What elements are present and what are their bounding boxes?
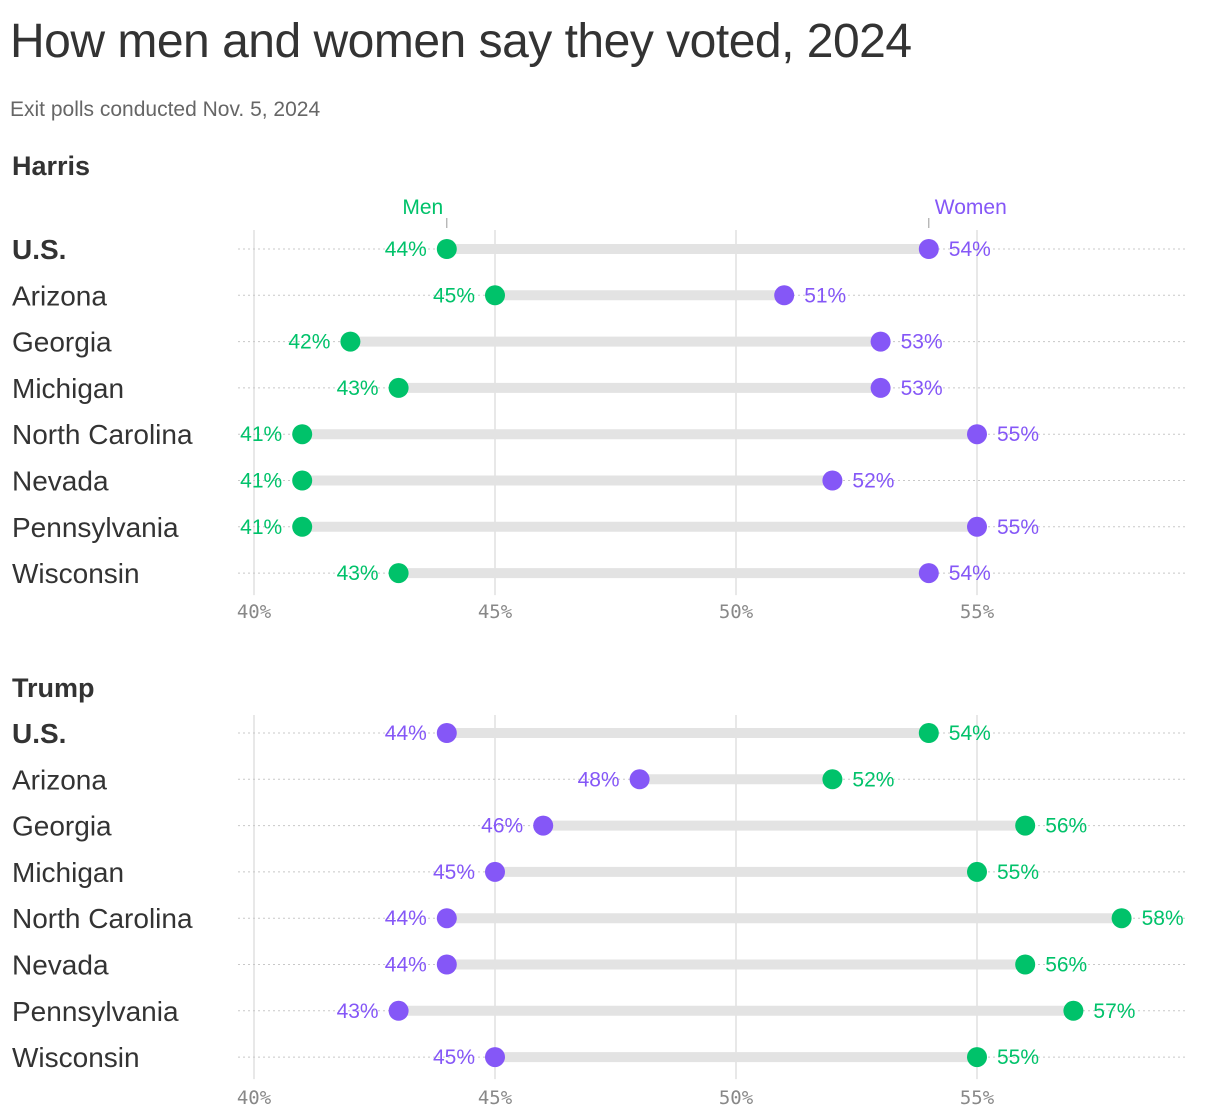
women-dot <box>436 723 457 743</box>
state-label: Georgia <box>12 811 112 842</box>
women-value-label: 45% <box>433 861 475 884</box>
women-value-label: 54% <box>949 238 991 261</box>
women-value-label: 48% <box>578 768 620 791</box>
men-value-label: 56% <box>1045 954 1087 977</box>
state-label: U.S. <box>12 234 66 265</box>
men-dot <box>822 769 843 790</box>
men-dot <box>292 470 313 491</box>
women-dot <box>822 470 843 491</box>
state-label: Michigan <box>12 857 124 888</box>
women-dot <box>485 861 505 882</box>
men-value-label: 41% <box>240 470 282 493</box>
men-value-label: 45% <box>433 284 475 307</box>
women-value-label: 45% <box>433 1046 475 1069</box>
women-value-label: 43% <box>337 1000 379 1023</box>
men-value-label: 55% <box>997 1046 1039 1069</box>
men-dot <box>340 331 361 352</box>
x-tick-label: 40% <box>237 601 272 623</box>
women-dot <box>629 769 650 790</box>
state-label: Nevada <box>12 950 109 981</box>
women-dot <box>533 815 554 836</box>
women-dot <box>918 239 939 259</box>
men-dot <box>292 516 313 537</box>
women-dot <box>388 1000 409 1021</box>
x-tick-label: 55% <box>960 601 995 623</box>
men-dot <box>967 861 987 882</box>
women-value-label: 51% <box>804 284 846 307</box>
state-label: Arizona <box>12 764 107 795</box>
women-dot <box>918 563 939 584</box>
men-dot <box>388 377 409 398</box>
state-label: Pennsylvania <box>12 512 179 543</box>
panel-title: Harris <box>12 151 90 181</box>
women-dot <box>436 908 457 929</box>
women-value-label: 46% <box>481 815 523 838</box>
women-dot <box>436 954 457 975</box>
women-dot <box>485 1047 505 1068</box>
x-tick-label: 45% <box>478 1087 513 1109</box>
state-label: U.S. <box>12 718 66 749</box>
men-value-label: 57% <box>1093 1000 1135 1023</box>
men-value-label: 56% <box>1045 815 1087 838</box>
women-value-label: 44% <box>385 907 427 930</box>
x-tick-label: 45% <box>478 601 513 623</box>
state-label: Georgia <box>12 327 112 358</box>
men-dot <box>967 1047 987 1068</box>
x-tick-label: 50% <box>719 601 754 623</box>
women-value-label: 52% <box>852 470 894 493</box>
legend-men: Men <box>402 196 443 219</box>
men-value-label: 58% <box>1142 907 1184 930</box>
men-value-label: 41% <box>240 423 282 446</box>
men-dot <box>1111 908 1132 929</box>
men-value-label: 41% <box>240 516 282 539</box>
men-dot <box>1063 1000 1084 1021</box>
women-value-label: 53% <box>901 331 943 354</box>
men-dot <box>436 239 457 259</box>
state-label: Nevada <box>12 466 109 497</box>
men-dot <box>485 285 505 306</box>
state-label: North Carolina <box>12 903 193 934</box>
women-value-label: 44% <box>385 722 427 745</box>
men-value-label: 43% <box>337 377 379 400</box>
legend-women: Women <box>935 196 1007 219</box>
chart-subtitle: Exit polls conducted Nov. 5, 2024 <box>10 98 321 121</box>
state-label: Wisconsin <box>12 558 140 589</box>
men-dot <box>1015 954 1036 975</box>
women-value-label: 44% <box>385 954 427 977</box>
x-tick-label: 50% <box>719 1087 754 1109</box>
women-value-label: 55% <box>997 423 1039 446</box>
men-value-label: 42% <box>288 331 330 354</box>
women-value-label: 55% <box>997 516 1039 539</box>
men-value-label: 43% <box>337 562 379 585</box>
women-dot <box>774 285 795 306</box>
women-value-label: 53% <box>901 377 943 400</box>
men-dot <box>1015 815 1036 836</box>
state-label: Arizona <box>12 280 107 311</box>
women-dot <box>967 516 987 537</box>
women-value-label: 54% <box>949 562 991 585</box>
x-tick-label: 55% <box>960 1087 995 1109</box>
men-dot <box>918 723 939 743</box>
men-value-label: 54% <box>949 722 991 745</box>
state-label: Pennsylvania <box>12 996 179 1027</box>
men-dot <box>388 563 409 584</box>
women-dot <box>870 377 891 398</box>
men-dot <box>292 424 313 445</box>
state-label: North Carolina <box>12 419 193 450</box>
state-label: Michigan <box>12 373 124 404</box>
panel-title: Trump <box>12 673 95 703</box>
women-dot <box>870 331 891 352</box>
men-value-label: 44% <box>385 238 427 261</box>
x-tick-label: 40% <box>237 1087 272 1109</box>
chart-title: How men and women say they voted, 2024 <box>10 15 912 68</box>
state-label: Wisconsin <box>12 1042 140 1073</box>
men-value-label: 52% <box>852 768 894 791</box>
men-value-label: 55% <box>997 861 1039 884</box>
women-dot <box>967 424 987 445</box>
